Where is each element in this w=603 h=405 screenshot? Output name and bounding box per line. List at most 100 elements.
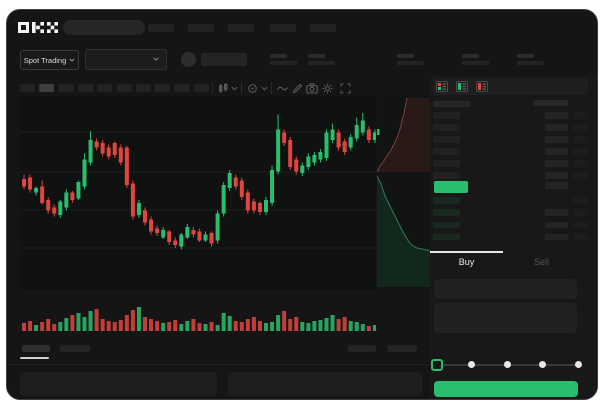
- orderbook-row[interactable]: [430, 197, 594, 205]
- spot-trading-label: Spot Trading: [23, 55, 67, 65]
- stat-value: [517, 61, 544, 65]
- last-price-badge[interactable]: [434, 181, 468, 193]
- orderbook-price-bar: [433, 221, 460, 229]
- orderbook-amount-bar: [545, 148, 568, 155]
- search-input[interactable]: [63, 20, 145, 35]
- orderbook-total-bar: [573, 221, 588, 229]
- chevron-down-icon: [153, 57, 159, 61]
- ticker-stat-group: [270, 54, 298, 68]
- stat-label: [397, 54, 414, 58]
- slider-stop-dot[interactable]: [468, 361, 475, 368]
- bottom-tab-underline: [20, 357, 49, 359]
- bottom-tab[interactable]: [60, 345, 90, 352]
- chevron-down-icon[interactable]: [231, 85, 238, 92]
- timeframe-button[interactable]: [77, 84, 93, 92]
- orderbook-price-bar: [433, 197, 460, 204]
- orderbook-price-bar: [433, 233, 460, 241]
- timeframe-button[interactable]: [39, 84, 55, 92]
- orderbook-row[interactable]: [430, 148, 594, 156]
- orderbook-price-bar: [433, 112, 460, 119]
- nav-item[interactable]: [310, 24, 336, 32]
- timeframe-button[interactable]: [174, 84, 190, 92]
- camera-icon[interactable]: [306, 83, 318, 94]
- line-wave-icon[interactable]: [276, 83, 288, 94]
- bottom-right-action[interactable]: [387, 345, 417, 352]
- amount-slider[interactable]: [431, 359, 582, 371]
- pair-selector[interactable]: [85, 49, 167, 70]
- orderbook-total-bar: [573, 112, 588, 119]
- timeframe-button[interactable]: [135, 84, 151, 92]
- timeframe-button[interactable]: [155, 84, 171, 92]
- chevron-down-icon[interactable]: [261, 85, 268, 92]
- chevron-down-icon: [69, 58, 75, 62]
- buy-button[interactable]: [434, 381, 578, 397]
- orderbook-row[interactable]: [430, 136, 594, 144]
- orderbook-amount-header: [533, 100, 568, 106]
- tab-sell[interactable]: Sell: [533, 257, 549, 267]
- tab-buy[interactable]: Buy: [458, 257, 475, 267]
- nav-item[interactable]: [270, 24, 296, 32]
- orderbook-total-bar: [573, 136, 588, 143]
- timeframe-button[interactable]: [193, 84, 209, 92]
- orderbook-price-bar: [433, 148, 460, 155]
- nav-item[interactable]: [148, 24, 174, 32]
- divider: [7, 364, 430, 365]
- orderbook-amount-bar: [545, 209, 568, 216]
- nav-item[interactable]: [228, 24, 254, 32]
- orderbook-row[interactable]: [430, 160, 594, 168]
- orderbook-total-bar: [573, 172, 588, 179]
- orderbook-price-bar: [433, 124, 460, 131]
- depth-chart[interactable]: [377, 96, 433, 290]
- stat-label: [270, 54, 287, 58]
- orderbook-total-bar: [573, 160, 588, 167]
- orderbook-total-bar: [573, 124, 588, 131]
- indicators-button[interactable]: [246, 82, 259, 94]
- orderbook-row[interactable]: [430, 209, 594, 217]
- bids-book-icon[interactable]: [456, 81, 468, 92]
- orderbook-amount-bar: [545, 233, 568, 241]
- orderbook-toolbar: [433, 78, 588, 95]
- stat-value: [308, 61, 335, 65]
- slider-handle[interactable]: [431, 359, 443, 371]
- orderbook-price-bar: [433, 172, 460, 179]
- amount-input[interactable]: [434, 303, 577, 333]
- orderbook-price-bar: [433, 160, 460, 167]
- nav-item[interactable]: [188, 24, 214, 32]
- orderbook-row[interactable]: [430, 233, 594, 242]
- slider-stop-dot[interactable]: [503, 361, 511, 368]
- expand-icon[interactable]: [339, 83, 351, 94]
- spot-trading-selector[interactable]: Spot Trading: [20, 50, 79, 70]
- orderbook-row[interactable]: [430, 112, 594, 120]
- stat-label: [308, 54, 325, 58]
- okx-logo[interactable]: [18, 20, 58, 35]
- timeframe-button[interactable]: [58, 84, 74, 92]
- slider-stop-dot[interactable]: [539, 361, 546, 368]
- price-input[interactable]: [434, 279, 577, 299]
- orderbook-rows: [430, 111, 597, 246]
- orderbook-row[interactable]: [430, 124, 594, 132]
- combined-book-icon[interactable]: [436, 81, 448, 92]
- asks-book-icon[interactable]: [476, 81, 488, 92]
- orderbook-price-bar: [433, 209, 460, 216]
- orderbook-row[interactable]: [430, 172, 594, 180]
- stat-value: [270, 61, 297, 65]
- timeframe-button[interactable]: [97, 84, 113, 92]
- candle-type-button[interactable]: [217, 82, 230, 94]
- orderbook-total-bar: [573, 197, 588, 204]
- gear-icon[interactable]: [321, 83, 333, 94]
- slider-stop-dot[interactable]: [574, 361, 582, 368]
- stat-value: [462, 61, 489, 65]
- volume-chart[interactable]: [20, 298, 376, 332]
- user-avatar[interactable]: [181, 52, 196, 67]
- bottom-tab-active[interactable]: [22, 345, 50, 352]
- ticker-stats: [270, 54, 560, 68]
- timeframe-button[interactable]: [116, 84, 132, 92]
- timeframe-button[interactable]: [20, 84, 35, 92]
- candlestick-chart[interactable]: [20, 96, 376, 290]
- orderbook-amount-bar: [545, 182, 568, 189]
- bottom-right-action[interactable]: [348, 345, 376, 352]
- pencil-icon[interactable]: [291, 83, 303, 94]
- stat-value: [397, 61, 424, 65]
- orderbook-row[interactable]: [430, 221, 594, 230]
